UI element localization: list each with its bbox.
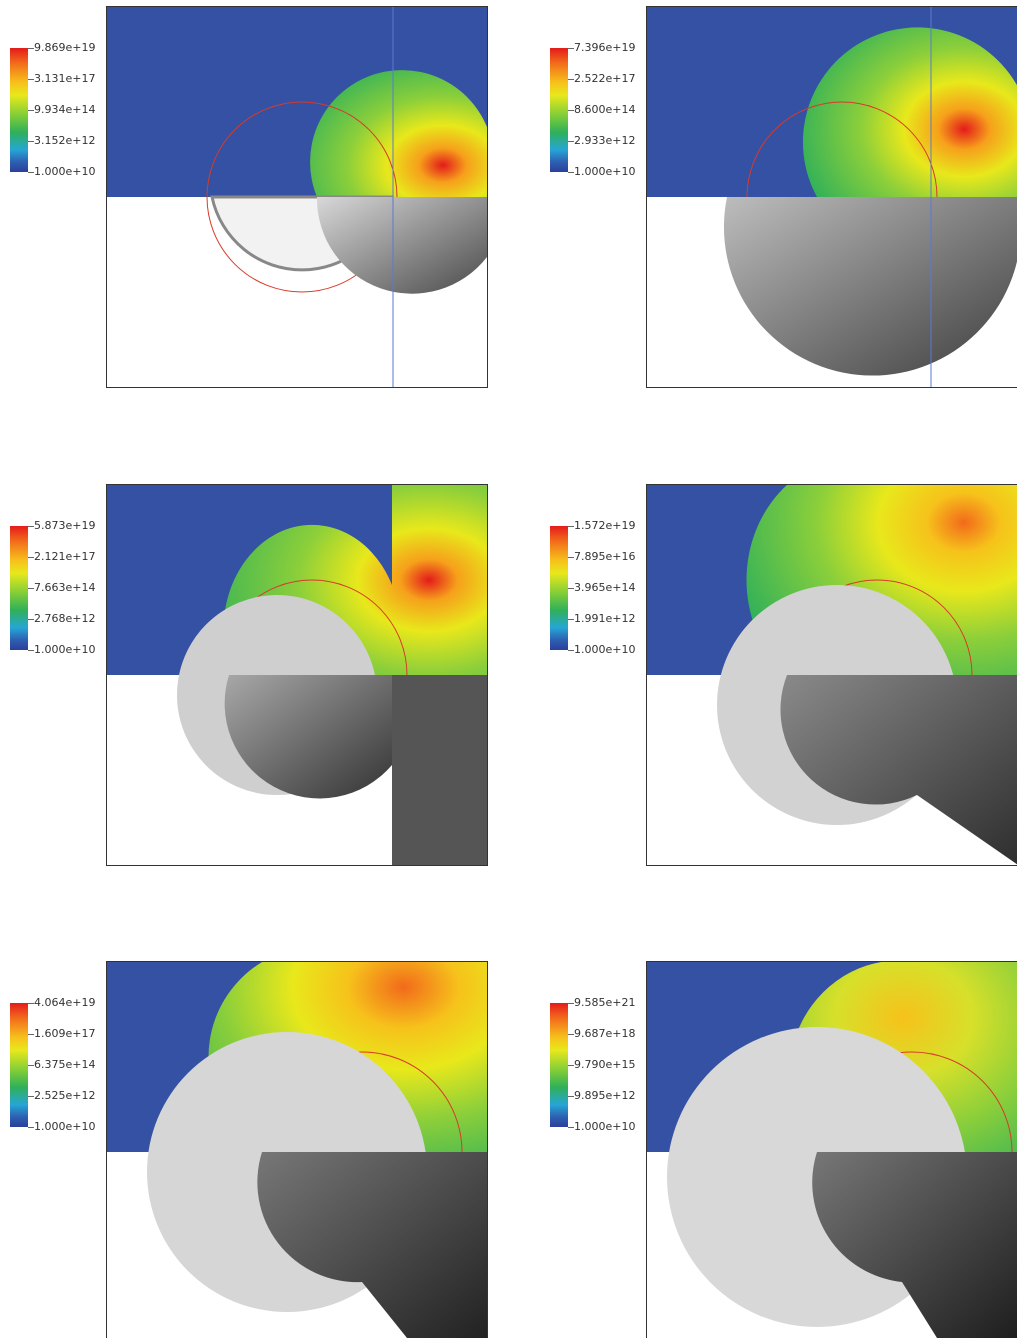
colorbar-label: 1.000e+10 (34, 643, 96, 656)
colorbar-gradient (10, 526, 28, 650)
colorbar-label: 7.663e+14 (34, 581, 96, 594)
colorbar-label: 1.000e+10 (34, 165, 96, 178)
panel-4: 1.572e+19 7.895e+16 3.965e+14 1.991e+12 … (540, 478, 1017, 878)
colorbar-gradient (10, 48, 28, 172)
colorbar-3: 5.873e+19 2.121e+17 7.663e+14 2.768e+12 … (0, 520, 120, 666)
simulation-plot-2 (646, 6, 1017, 388)
colorbar-gradient (550, 526, 568, 650)
simulation-plot-3 (106, 484, 488, 866)
simulation-plot-6 (646, 961, 1017, 1338)
colorbar-gradient (10, 1003, 28, 1127)
colorbar-4: 1.572e+19 7.895e+16 3.965e+14 1.991e+12 … (540, 520, 660, 666)
colorbar-label: 9.790e+15 (574, 1058, 636, 1071)
simulation-plot-5 (106, 961, 488, 1338)
colorbar-label: 4.064e+19 (34, 996, 96, 1009)
colorbar-label: 3.131e+17 (34, 72, 96, 85)
panel-6: 9.585e+21 9.687e+18 9.790e+15 9.895e+12 … (540, 955, 1017, 1338)
colorbar-label: 1.609e+17 (34, 1027, 96, 1040)
colorbar-gradient (550, 48, 568, 172)
colorbar-label: 1.000e+10 (574, 1120, 636, 1133)
colorbar-2: 7.396e+19 2.522e+17 8.600e+14 2.933e+12 … (540, 42, 660, 188)
colorbar-label: 8.600e+14 (574, 103, 636, 116)
simulation-plot-1 (106, 6, 488, 388)
simulation-plot-4 (646, 484, 1017, 866)
colorbar-label: 1.572e+19 (574, 519, 636, 532)
colorbar-label: 9.687e+18 (574, 1027, 636, 1040)
colorbar-label: 9.869e+19 (34, 41, 96, 54)
colorbar-label: 7.895e+16 (574, 550, 636, 563)
colorbar-label: 9.895e+12 (574, 1089, 636, 1102)
panel-2: 7.396e+19 2.522e+17 8.600e+14 2.933e+12 … (540, 0, 1017, 400)
colorbar-label: 9.934e+14 (34, 103, 96, 116)
panel-3: 5.873e+19 2.121e+17 7.663e+14 2.768e+12 … (0, 478, 500, 878)
colorbar-label: 9.585e+21 (574, 996, 636, 1009)
colorbar-label: 2.768e+12 (34, 612, 96, 625)
colorbar-5: 4.064e+19 1.609e+17 6.375e+14 2.525e+12 … (0, 997, 120, 1143)
colorbar-label: 6.375e+14 (34, 1058, 96, 1071)
colorbar-label: 7.396e+19 (574, 41, 636, 54)
colorbar-label: 2.522e+17 (574, 72, 636, 85)
colorbar-label: 1.000e+10 (574, 165, 636, 178)
panel-1: 9.869e+19 3.131e+17 9.934e+14 3.152e+12 … (0, 0, 500, 400)
colorbar-label: 3.965e+14 (574, 581, 636, 594)
colorbar-label: 2.525e+12 (34, 1089, 96, 1102)
colorbar-gradient (550, 1003, 568, 1127)
colorbar-label: 1.991e+12 (574, 612, 636, 625)
colorbar-label: 5.873e+19 (34, 519, 96, 532)
colorbar-label: 1.000e+10 (34, 1120, 96, 1133)
colorbar-label: 2.933e+12 (574, 134, 636, 147)
colorbar-label: 1.000e+10 (574, 643, 636, 656)
colorbar-1: 9.869e+19 3.131e+17 9.934e+14 3.152e+12 … (0, 42, 120, 188)
panel-5: 4.064e+19 1.609e+17 6.375e+14 2.525e+12 … (0, 955, 500, 1338)
colorbar-6: 9.585e+21 9.687e+18 9.790e+15 9.895e+12 … (540, 997, 660, 1143)
colorbar-label: 3.152e+12 (34, 134, 96, 147)
colorbar-label: 2.121e+17 (34, 550, 96, 563)
